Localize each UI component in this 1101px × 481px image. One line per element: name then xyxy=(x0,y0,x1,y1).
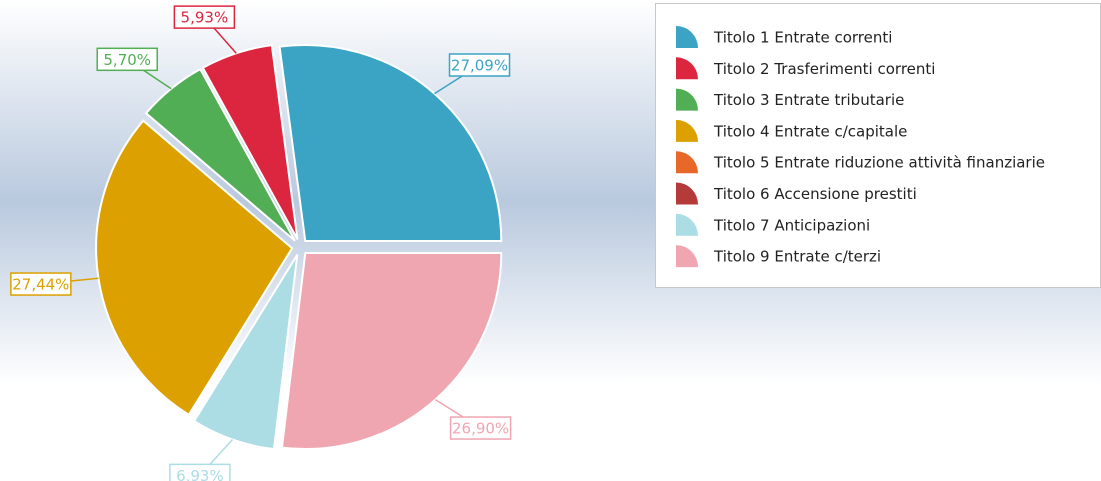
pie-slice xyxy=(95,119,294,417)
legend-label: Titolo 1 Entrate correnti xyxy=(713,29,892,47)
label-box xyxy=(448,53,511,77)
data-label: 26,90% xyxy=(452,420,509,438)
legend-swatch xyxy=(676,151,698,174)
legend-label: Titolo 2 Trasferimenti correnti xyxy=(713,60,935,78)
data-label: 27,09% xyxy=(451,57,508,75)
label-box xyxy=(169,463,231,481)
legend-label: Titolo 9 Entrate c/terzi xyxy=(713,248,881,266)
label-box xyxy=(173,5,236,29)
legend-swatch xyxy=(676,88,698,111)
legend-label: Titolo 4 Entrate c/capitale xyxy=(713,122,907,140)
pie-slice xyxy=(144,67,296,242)
legend-swatch xyxy=(676,26,698,48)
legend-swatch xyxy=(676,57,698,80)
legend-label: Titolo 6 Accensione prestiti xyxy=(713,185,917,203)
pie-slice xyxy=(280,251,503,450)
legend-swatch xyxy=(676,182,698,205)
legend-label: Titolo 3 Entrate tributarie xyxy=(713,91,904,109)
data-label: 27,44% xyxy=(12,276,69,294)
label-box xyxy=(96,47,158,72)
label-box xyxy=(449,416,512,440)
legend-swatch xyxy=(676,213,698,236)
data-label: 5,93% xyxy=(181,9,229,27)
pie-slice xyxy=(192,254,299,451)
legend-label: Titolo 5 Entrate riduzione attività fina… xyxy=(713,154,1045,172)
label-box xyxy=(10,272,72,296)
data-label: 5,70% xyxy=(103,51,151,69)
data-label: 6,93% xyxy=(176,467,224,481)
pie-slice xyxy=(278,44,503,242)
legend-label: Titolo 7 Anticipazioni xyxy=(713,216,870,234)
pie-slice xyxy=(201,43,299,240)
legend-box xyxy=(655,3,1101,288)
legend-swatch xyxy=(676,245,698,268)
legend-swatch xyxy=(676,119,698,142)
